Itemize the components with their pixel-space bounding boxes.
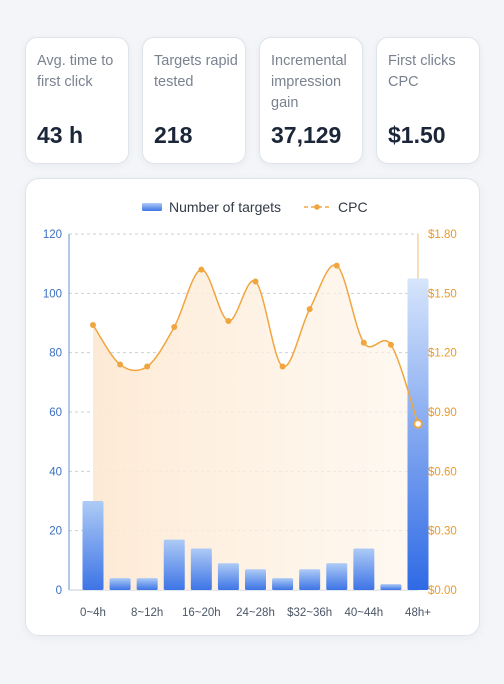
y-right-tick-label: $0.60 — [428, 466, 457, 478]
x-tick-label: 16~20h — [182, 607, 221, 619]
kpi-card-first-clicks-cpc: First clicks CPC $1.50 — [376, 37, 480, 164]
y-right-tick-label: $0.00 — [428, 585, 457, 597]
y-right-tick-label: $0.90 — [428, 407, 457, 419]
cpc-point — [413, 419, 423, 429]
kpi-card-avg-time: Avg. time to first click 43 h — [25, 37, 129, 164]
legend-item-cpc[interactable]: CPC — [304, 199, 368, 215]
bar — [217, 563, 239, 590]
bar — [245, 569, 266, 590]
y-axis-left: 0 20 40 60 80 100 120 — [43, 229, 62, 597]
bar — [353, 548, 375, 590]
bar — [380, 584, 402, 590]
y-right-tick-label: $1.50 — [428, 288, 457, 300]
bar — [190, 548, 212, 590]
kpi-card-targets-tested: Targets rapid tested 218 — [142, 37, 246, 164]
x-tick-label: 0~4h — [80, 607, 106, 619]
kpi-value: 218 — [154, 122, 193, 148]
bar — [407, 278, 429, 590]
kpi-value: 43 h — [37, 122, 84, 148]
x-tick-label: 24~28h — [236, 607, 275, 619]
x-tick-label: 8~12h — [131, 607, 163, 619]
y-left-tick-label: 40 — [49, 466, 62, 478]
cpc-point — [252, 278, 259, 285]
cpc-point — [225, 318, 232, 325]
kpi-label: First clicks CPC — [388, 53, 456, 90]
cpc-point — [333, 262, 340, 269]
cpc-line — [90, 262, 423, 429]
y-left-tick-label: 80 — [49, 348, 62, 360]
kpi-row: Avg. time to first click 43 h Targets ra… — [25, 37, 480, 164]
kpi-value: $1.50 — [388, 122, 446, 148]
legend: Number of targets CPC — [142, 199, 368, 215]
y-right-tick-label: $1.80 — [428, 229, 457, 241]
bar — [82, 501, 104, 590]
chart-card: Number of targets CPC 0 20 40 60 80 100 120 $0… — [25, 178, 480, 636]
y-left-tick-label: 100 — [43, 288, 62, 300]
cpc-point — [306, 306, 313, 313]
cpc-point — [144, 363, 151, 370]
legend-swatch-bars — [142, 203, 162, 211]
bar — [299, 569, 321, 590]
bar — [326, 563, 348, 590]
bar — [136, 578, 158, 590]
y-left-tick-label: 0 — [56, 585, 62, 597]
cpc-point — [360, 339, 367, 346]
bar — [272, 578, 294, 590]
kpi-value: 37,129 — [271, 122, 342, 148]
cpc-point — [90, 321, 96, 328]
kpi-label: Avg. time to first click — [37, 53, 114, 90]
y-axis-right: $0.00 $0.30 $0.60 $0.90 $1.20 $1.50 $1.80 — [428, 229, 457, 597]
y-left-tick-label: 20 — [49, 526, 62, 538]
cpc-point — [279, 363, 286, 370]
cpc-point — [117, 361, 124, 368]
y-left-tick-label: 60 — [49, 407, 62, 419]
y-right-tick-label: $1.20 — [428, 348, 457, 360]
x-tick-label: 40~44h — [344, 607, 383, 619]
kpi-label: Incremental impression gain — [271, 53, 347, 111]
kpi-card-impression-gain: Incremental impression gain 37,129 — [259, 37, 363, 164]
legend-swatch-dot — [314, 204, 320, 210]
bars — [82, 278, 429, 590]
cpc-point — [171, 323, 178, 330]
cpc-area — [93, 264, 418, 590]
cpc-area-fill — [93, 264, 418, 590]
cpc-point — [387, 341, 394, 348]
x-tick-label: 48h+ — [405, 607, 431, 619]
bar — [109, 578, 131, 590]
y-left-tick-label: 120 — [43, 229, 62, 241]
combo-chart: Number of targets CPC 0 20 40 60 80 100 120 $0… — [43, 199, 457, 619]
legend-label-bars: Number of targets — [169, 199, 281, 215]
x-axis: 0~4h 8~12h 16~20h 24~28h $32~36h 40~44h 48h+ — [80, 607, 431, 619]
bar — [163, 539, 185, 590]
cpc-point — [198, 266, 205, 273]
y-right-tick-label: $0.30 — [428, 526, 457, 538]
legend-label-line: CPC — [338, 199, 368, 215]
legend-item-number-of-targets[interactable]: Number of targets — [142, 199, 281, 215]
x-tick-label: $32~36h — [287, 607, 332, 619]
kpi-label: Targets rapid tested — [154, 53, 238, 90]
